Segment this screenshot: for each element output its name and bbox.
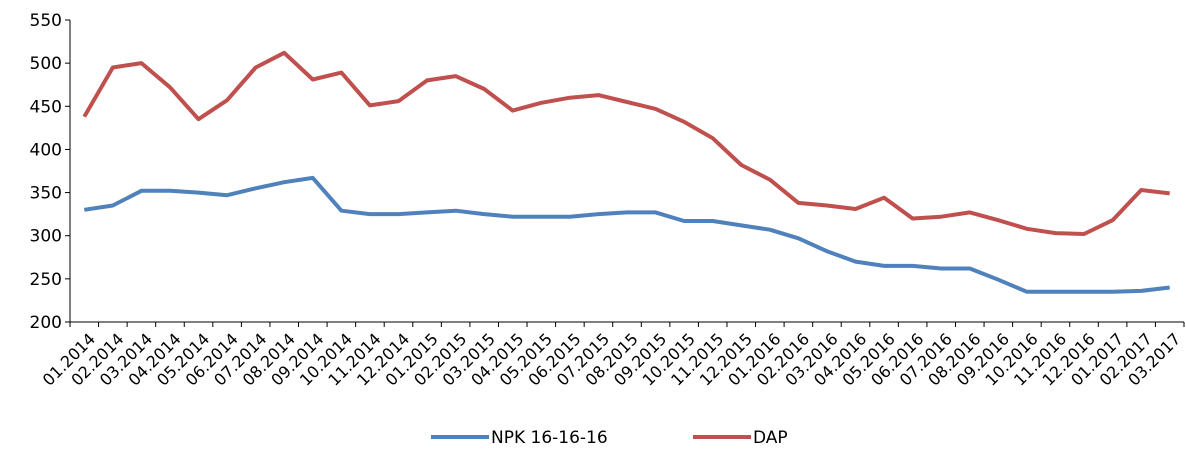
y-tick-label: 250	[30, 270, 62, 290]
line-series	[82, 50, 1170, 236]
y-tick-label: 300	[30, 227, 62, 247]
y-tick-label: 450	[30, 97, 62, 117]
legend-label: NPK 16-16-16	[491, 428, 608, 448]
legend-label: DAP	[753, 428, 788, 448]
y-tick-label: 400	[30, 140, 62, 160]
y-tick-label: 200	[30, 313, 62, 333]
y-tick-label: 500	[30, 54, 62, 74]
line-series	[84, 175, 1170, 294]
y-tick-label: 550	[30, 11, 62, 31]
y-tick-label: 350	[30, 184, 62, 204]
